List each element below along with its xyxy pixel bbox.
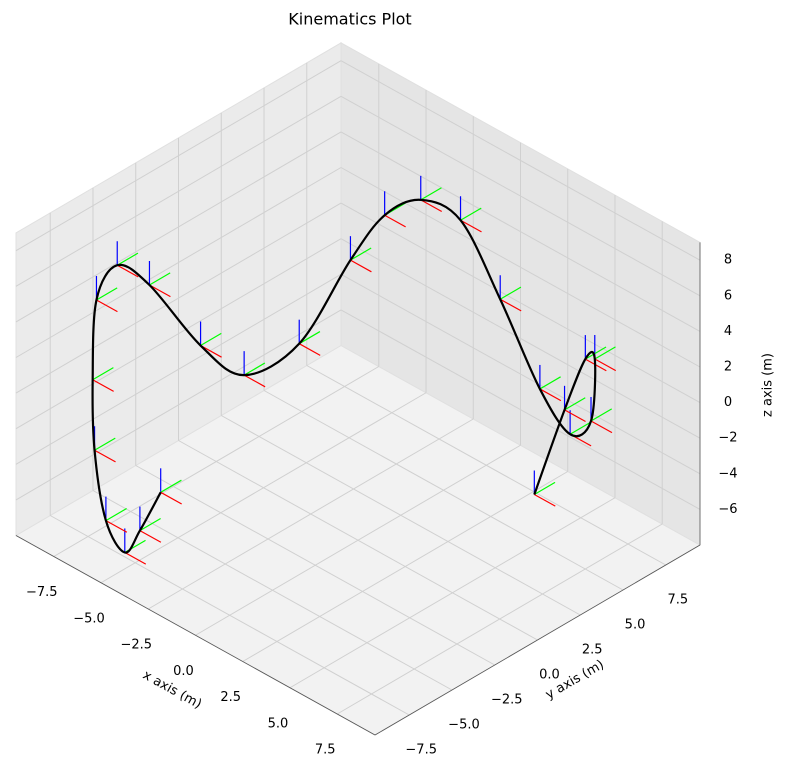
frame-y-arrow bbox=[594, 346, 616, 360]
z-tick-label: 8 bbox=[724, 253, 732, 268]
frame-x-arrow bbox=[149, 284, 171, 298]
grid-line bbox=[135, 465, 495, 666]
y-tick-label: 2.5 bbox=[582, 643, 603, 658]
grid-line bbox=[49, 515, 410, 716]
frame-y-arrow bbox=[585, 346, 607, 360]
grid-line bbox=[263, 390, 624, 591]
frame-y-arrow bbox=[92, 367, 114, 381]
axis-line bbox=[15, 535, 376, 736]
y-tick-label: −5.0 bbox=[448, 718, 480, 733]
z-tick-label: 4 bbox=[724, 324, 732, 339]
frame-x-arrow bbox=[243, 374, 266, 388]
frame-x-arrow bbox=[564, 409, 586, 423]
frame-x-arrow bbox=[499, 298, 522, 312]
frame-x-arrow bbox=[384, 214, 406, 228]
grid-line bbox=[15, 60, 342, 252]
frame-x-arrow bbox=[96, 299, 118, 313]
frame-x-arrow bbox=[539, 388, 562, 402]
z-tick-label: −6 bbox=[718, 502, 737, 517]
plot-area: −7.5 −5.0 −2.5 0.0 2.5 5.0 7.5 −7.5 −5.0 −2.5 0.0 2… bbox=[14, 42, 738, 758]
frame-x-arrow bbox=[92, 379, 114, 392]
x-tick-label: −2.5 bbox=[120, 638, 152, 653]
frame-x-arrow bbox=[160, 491, 182, 505]
axis-line bbox=[374, 544, 701, 736]
chart-title: Kinematics Plot bbox=[288, 10, 411, 29]
frame-x-arrow bbox=[124, 551, 147, 565]
z-axis-label: z axis (m) bbox=[761, 353, 776, 417]
grid-line bbox=[15, 238, 342, 430]
grid-line bbox=[306, 365, 667, 566]
z-tick-label: 0 bbox=[724, 395, 732, 410]
trajectory bbox=[91, 198, 597, 554]
frame-y-arrow bbox=[139, 517, 161, 532]
x-tick-label: 7.5 bbox=[315, 743, 336, 758]
frame-y-arrow bbox=[420, 187, 442, 201]
grid-line bbox=[15, 95, 342, 287]
frame-x-arrow bbox=[590, 420, 613, 434]
frame-y-arrow bbox=[534, 481, 556, 496]
frame-x-arrow bbox=[94, 449, 116, 463]
x-tick-label: 0.0 bbox=[173, 664, 194, 679]
frame-y-arrow bbox=[499, 286, 522, 300]
frame-y-arrow bbox=[96, 287, 118, 301]
frame-x-arrow bbox=[105, 520, 128, 533]
frame-y-arrow bbox=[350, 247, 372, 261]
grid-line bbox=[340, 167, 701, 368]
frame-y-arrow bbox=[160, 479, 182, 493]
frame-x-arrow bbox=[350, 259, 372, 273]
grid-line bbox=[340, 60, 701, 261]
frame-y-arrow bbox=[298, 331, 321, 345]
frame-y-arrow bbox=[94, 437, 116, 451]
grid-line bbox=[15, 202, 342, 394]
frame-x-arrow bbox=[594, 358, 617, 372]
grid-line bbox=[340, 202, 701, 404]
z-tick-label: 6 bbox=[724, 288, 732, 303]
frame-y-arrow bbox=[569, 421, 592, 435]
z-tick-label: −2 bbox=[718, 431, 737, 446]
grid-line bbox=[15, 167, 342, 358]
frame-y-arrow bbox=[200, 332, 222, 347]
grid-line bbox=[15, 131, 342, 323]
x-tick-label: −7.5 bbox=[26, 585, 58, 600]
x-tick-label: 5.0 bbox=[268, 716, 289, 731]
frame-y-arrow bbox=[149, 272, 171, 286]
y-tick-label: 7.5 bbox=[667, 593, 688, 608]
frame-y-arrow bbox=[539, 376, 561, 390]
frame-x-arrow bbox=[420, 199, 443, 213]
x-tick-label: 2.5 bbox=[220, 690, 241, 705]
frame-y-arrow bbox=[590, 408, 613, 422]
y-tick-label: 5.0 bbox=[625, 618, 646, 633]
frame-x-arrow bbox=[298, 343, 321, 356]
frame-x-arrow bbox=[534, 493, 556, 507]
frame-y-arrow bbox=[243, 362, 266, 376]
grid-line bbox=[340, 238, 701, 439]
z-tick-label: −4 bbox=[718, 466, 737, 481]
frame-x-arrow bbox=[139, 530, 162, 543]
grid-line bbox=[15, 273, 342, 465]
y-tick-label: −2.5 bbox=[491, 693, 523, 708]
z-tick-label: 2 bbox=[724, 360, 732, 375]
grid-line bbox=[340, 309, 701, 510]
y-tick-label: 0.0 bbox=[539, 668, 560, 683]
frame-y-arrow bbox=[105, 507, 127, 522]
grid-line bbox=[340, 273, 701, 475]
grid-line bbox=[340, 131, 701, 332]
grid-line bbox=[15, 309, 342, 501]
grid-line bbox=[178, 440, 538, 641]
frame-y-arrow bbox=[564, 397, 586, 411]
grid-line bbox=[221, 415, 581, 616]
frame-y-arrow bbox=[460, 207, 482, 221]
frame-x-arrow bbox=[116, 264, 139, 278]
x-axis-label: x axis (m) bbox=[140, 668, 204, 713]
y-tick-label: −7.5 bbox=[405, 743, 437, 758]
x-tick-label: −5.0 bbox=[73, 611, 105, 626]
grid-line bbox=[340, 95, 701, 297]
frame-x-arrow bbox=[460, 219, 482, 233]
frame-y-arrow bbox=[116, 252, 139, 266]
